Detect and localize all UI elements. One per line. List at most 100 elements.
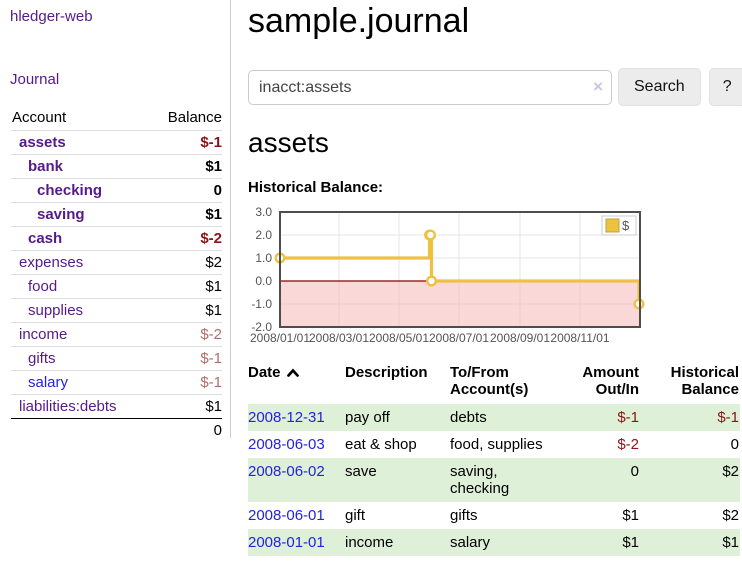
register-header-row: Date Description To/From Account(s) Amou… [248, 362, 740, 404]
sidebar-item-journal[interactable]: Journal [10, 71, 60, 88]
account-balance: $-1 [149, 346, 222, 371]
chart-title: Historical Balance: [248, 178, 384, 196]
svg-text:$: $ [622, 218, 630, 233]
transaction-balance: $-1 [717, 408, 739, 426]
svg-text:1.0: 1.0 [255, 251, 272, 265]
transaction-accounts: salary [450, 533, 491, 551]
account-balance: $-2 [149, 226, 222, 251]
register-table: Date Description To/From Account(s) Amou… [248, 362, 740, 556]
account-row-checking: checking 0 [11, 178, 222, 203]
sidebar: hledger-web Journal Account Balance asse… [0, 0, 231, 442]
account-balance: $-1 [149, 370, 222, 395]
account-balance: $2 [149, 250, 222, 275]
svg-text:2008/01/01: 2008/01/01 [250, 331, 310, 345]
account-balance: $1 [149, 154, 222, 179]
accounts-table-header-row: Account Balance [11, 106, 222, 131]
account-row-assets: assets $-1 [11, 130, 222, 155]
account-link-salary[interactable]: salary [28, 374, 69, 391]
svg-text:0.0: 0.0 [255, 274, 272, 288]
account-row-bank: bank $1 [11, 154, 222, 179]
transaction-amount: $-1 [617, 408, 639, 426]
transaction-date-link[interactable]: 2008-06-03 [248, 435, 325, 453]
account-row-salary: salary $-1 [11, 370, 222, 395]
register-header-balance: Historical Balance [670, 363, 739, 398]
account-balance: $-1 [149, 130, 222, 155]
account-link-assets[interactable]: assets [19, 134, 66, 151]
account-link-food[interactable]: food [28, 278, 58, 295]
account-row-liabilities-debts: liabilities:debts $1 [11, 394, 222, 419]
transaction-amount: $-2 [617, 435, 639, 453]
transaction-date-link[interactable]: 2008-06-01 [248, 506, 325, 524]
transaction-balance: $1 [722, 533, 739, 551]
account-link-supplies[interactable]: supplies [28, 302, 84, 319]
transaction-balance: $2 [722, 506, 739, 524]
transaction-amount: 0 [630, 462, 639, 480]
app-title[interactable]: hledger-web [10, 8, 93, 25]
transaction-description: eat & shop [345, 435, 417, 453]
svg-text:2008/03/01: 2008/03/01 [309, 331, 369, 345]
transaction-amount: $1 [622, 506, 639, 524]
transaction-balance: $2 [722, 462, 739, 480]
search-input-wrapper: × [248, 68, 612, 106]
account-link-gifts[interactable]: gifts [28, 350, 56, 367]
svg-text:-2.0: -2.0 [251, 320, 272, 334]
svg-text:2.0: 2.0 [255, 228, 272, 242]
transaction-description: income [345, 533, 394, 551]
account-link-expenses[interactable]: expenses [19, 254, 84, 271]
svg-text:2008/09/01: 2008/09/01 [490, 331, 550, 345]
account-row-supplies: supplies $1 [11, 298, 222, 323]
account-heading: assets [248, 127, 329, 159]
main-content: sample.journal × Search ? assets Histori… [248, 0, 742, 556]
account-link-saving[interactable]: saving [37, 206, 85, 223]
account-balance: $1 [149, 298, 222, 323]
account-row-gifts: gifts $-1 [11, 346, 222, 371]
transaction-accounts: debts [450, 408, 487, 426]
account-row-saving: saving $1 [11, 202, 222, 227]
register-header-date[interactable]: Date [248, 362, 345, 404]
account-link-checking[interactable]: checking [37, 182, 103, 199]
clear-search-icon[interactable]: × [593, 77, 603, 97]
historical-balance-chart: 3.0 2.0 1.0 0.0 -1.0 -2.02008/01/012008/03/01… [250, 205, 645, 345]
transaction-row: 2008-01-01 income salary $1 $1 [248, 528, 740, 556]
transaction-row: 2008-06-02 save saving, checking 0 $2 [248, 457, 740, 502]
register-header-accounts: To/From Account(s) [450, 363, 529, 398]
transaction-row: 2008-12-31 pay off debts $-1 $-1 [248, 403, 740, 431]
account-link-bank[interactable]: bank [28, 158, 64, 175]
help-button[interactable]: ? [708, 68, 742, 107]
sort-ascending-icon [286, 368, 299, 377]
account-balance: $1 [149, 274, 222, 299]
svg-text:3.0: 3.0 [255, 205, 272, 219]
account-row-food: food $1 [11, 274, 222, 299]
account-row-expenses: expenses $2 [11, 250, 222, 275]
transaction-date-link[interactable]: 2008-06-02 [248, 462, 325, 480]
accounts-total-row: 0 [11, 418, 222, 442]
svg-text:2008/11/01: 2008/11/01 [550, 331, 609, 345]
transaction-description: pay off [345, 408, 390, 426]
accounts-total-value: 0 [149, 418, 222, 442]
account-link-liabilities-debts[interactable]: liabilities:debts [19, 398, 117, 415]
search-form: × Search ? [248, 68, 742, 107]
page-title: sample.journal [248, 2, 470, 40]
account-balance: 0 [149, 178, 222, 203]
register-header-description: Description [345, 363, 428, 381]
svg-text:2008/05/01: 2008/05/01 [369, 331, 429, 345]
transaction-amount: $1 [622, 533, 639, 551]
accounts-header-balance: Balance [167, 109, 222, 126]
transaction-description: save [345, 462, 377, 480]
account-link-income[interactable]: income [19, 326, 68, 343]
svg-text:2008/07/01: 2008/07/01 [429, 331, 489, 345]
transaction-row: 2008-06-03 eat & shop food, supplies $-2… [248, 431, 740, 458]
transaction-date-link[interactable]: 2008-12-31 [248, 408, 325, 426]
account-link-cash[interactable]: cash [28, 230, 63, 247]
transaction-date-link[interactable]: 2008-01-01 [248, 533, 325, 551]
account-balance: $1 [149, 202, 222, 227]
account-balance: $1 [149, 394, 222, 419]
transaction-accounts: saving, checking [450, 462, 510, 497]
search-input[interactable] [248, 70, 612, 106]
transaction-balance: 0 [730, 435, 739, 453]
search-button[interactable]: Search [618, 68, 701, 107]
accounts-table: Account Balance assets $-1 bank $1 check… [11, 106, 222, 442]
transaction-description: gift [345, 506, 366, 524]
account-balance: $-2 [149, 322, 222, 347]
transaction-accounts: gifts [450, 506, 478, 524]
